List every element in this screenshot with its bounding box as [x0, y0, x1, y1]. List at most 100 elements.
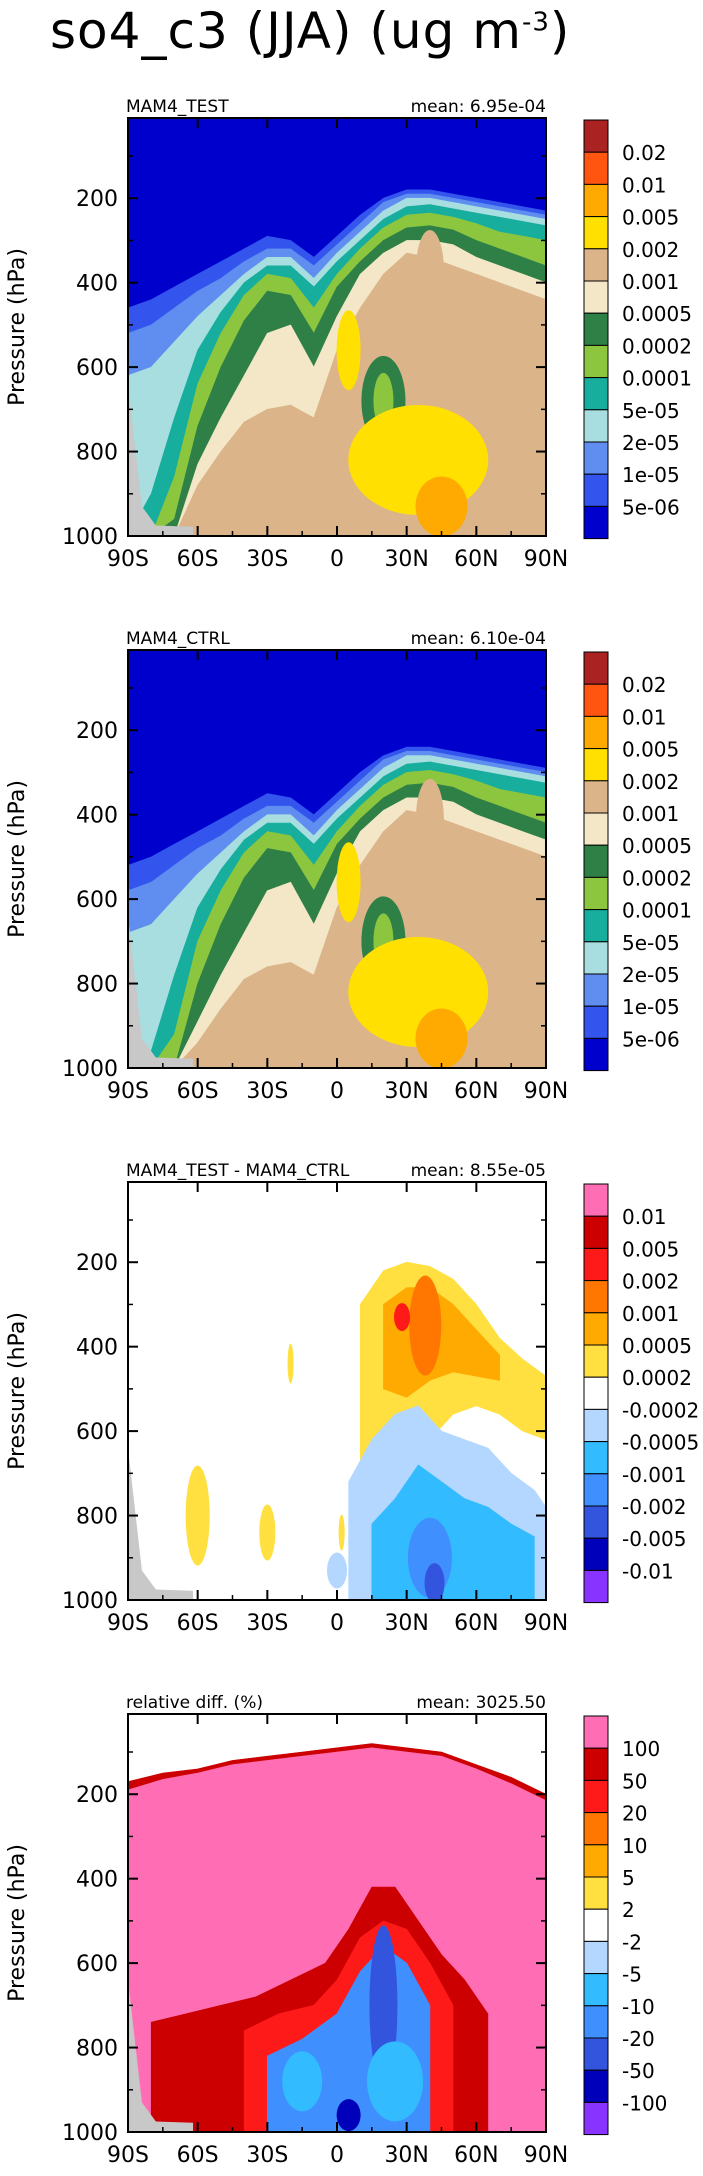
x-tick-label: 90S — [107, 1611, 149, 1636]
plot-frame — [127, 649, 547, 1069]
x-tick-label: 60S — [177, 2143, 219, 2168]
contour-cell — [336, 310, 361, 391]
colorbar-swatch — [583, 812, 609, 846]
colorbar-label: 0.01 — [622, 705, 667, 729]
contour-cell — [327, 1552, 347, 1589]
plot-frame — [127, 1181, 547, 1601]
colorbar-swatch — [583, 1376, 609, 1410]
panel-mean-label: mean: 8.55e-05 — [411, 1161, 546, 1181]
y-axis-label: Pressure (hPa) — [5, 1844, 30, 2002]
contour-cell — [424, 1563, 445, 1600]
colorbar-swatch — [583, 1247, 609, 1282]
colorbar-swatch — [583, 473, 609, 507]
y-tick-label: 1000 — [62, 1057, 118, 1082]
colorbar-swatch — [583, 2069, 609, 2103]
x-tick-label: 30N — [384, 2143, 428, 2168]
colorbar-label: 0.0002 — [622, 1366, 692, 1390]
colorbar-label: 5 — [622, 1866, 635, 1890]
x-tick-label: 90S — [107, 1079, 149, 1104]
x-tick-label: 30S — [246, 547, 288, 572]
colorbar-swatch — [583, 876, 609, 911]
colorbar-label: 5e-05 — [622, 399, 680, 423]
contour-cell — [415, 230, 444, 310]
colorbar-label: 0.0001 — [622, 367, 692, 391]
y-axis-label: Pressure (hPa) — [5, 248, 30, 406]
colorbar-swatch — [583, 151, 609, 185]
colorbar-label: 0.0005 — [622, 834, 692, 858]
panel-mean-label: mean: 6.10e-04 — [411, 629, 546, 649]
contour-cell — [282, 2051, 323, 2112]
colorbar-label: -50 — [622, 2059, 655, 2083]
colorbar-swatch — [583, 344, 609, 379]
colorbar-label: 5e-06 — [622, 495, 680, 519]
colorbar-swatch — [583, 1876, 609, 1910]
colorbar-label: 100 — [622, 1737, 660, 1761]
panel-left-label: MAM4_CTRL — [126, 629, 230, 649]
colorbar-swatch — [583, 1973, 609, 2007]
y-tick-label: 800 — [76, 1505, 118, 1530]
title-units-exponent: -3 — [521, 7, 550, 38]
panel-mam4-ctrl: MAM4_CTRL mean: 6.10e-04 Pressure (hPa) 200… — [0, 629, 703, 1112]
y-axis-label: Pressure (hPa) — [5, 780, 30, 938]
colorbar-swatch — [583, 651, 609, 685]
colorbar-label: 0.001 — [622, 1302, 679, 1326]
colorbar-swatch — [583, 1312, 609, 1346]
colorbar-swatch — [583, 780, 609, 814]
y-tick-label: 400 — [76, 272, 118, 297]
title-units: (ug m — [369, 2, 522, 60]
x-tick-label: 60S — [177, 1079, 219, 1104]
colorbar-label: -20 — [622, 2027, 655, 2051]
colorbar-label: 20 — [622, 1802, 647, 1826]
colorbar-label: 1e-05 — [622, 463, 680, 487]
topography-mask — [128, 384, 194, 536]
colorbar-swatch — [583, 2037, 609, 2071]
x-tick-label: 90N — [524, 2143, 568, 2168]
colorbar-swatch — [583, 409, 609, 443]
colorbar-swatch — [583, 1940, 609, 1975]
panel-mean-label: mean: 6.95e-04 — [411, 97, 546, 117]
y-tick-label: 600 — [76, 356, 118, 381]
colorbar-swatch — [583, 1473, 609, 1507]
colorbar-swatch — [583, 1408, 609, 1443]
colorbar-swatch — [583, 1441, 609, 1475]
x-tick-label: 0 — [330, 2143, 344, 2168]
colorbar-swatch — [583, 441, 609, 475]
colorbar-label: 0.005 — [622, 206, 679, 230]
x-tick-label: 60S — [177, 547, 219, 572]
colorbar-label: -0.002 — [622, 1495, 686, 1519]
colorbar-swatch — [583, 119, 609, 153]
contour-cell — [415, 778, 444, 859]
y-axis-label: Pressure (hPa) — [5, 1312, 30, 1470]
contour-cell — [367, 2041, 424, 2122]
colorbar-swatch — [583, 1215, 609, 1249]
x-tick-label: 30N — [384, 1611, 428, 1636]
contour-cell — [259, 1504, 276, 1561]
colorbar-swatch — [583, 1747, 609, 1781]
colorbar-label: 0.0005 — [622, 302, 692, 326]
x-tick-label: 30N — [384, 1079, 428, 1104]
contour-cell — [409, 1275, 442, 1376]
colorbar-swatch — [583, 1280, 609, 1314]
colorbar-swatch — [583, 2005, 609, 2039]
colorbar-label: 0.0002 — [622, 334, 692, 358]
colorbar-swatch — [583, 248, 609, 282]
y-tick-label: 200 — [76, 187, 118, 212]
x-tick-label: 0 — [330, 1079, 344, 1104]
colorbar-swatch — [583, 2101, 609, 2136]
contour-cell — [394, 1303, 411, 1332]
field-layer — [128, 118, 546, 536]
x-tick-label: 30N — [384, 547, 428, 572]
y-tick-label: 400 — [76, 804, 118, 829]
colorbar-swatch — [583, 377, 609, 411]
contour-cell — [287, 1343, 294, 1384]
colorbar-label: -100 — [622, 2091, 667, 2115]
colorbar-swatch — [583, 505, 609, 540]
panel-relative-difference: relative diff. (%) mean: 3025.50 Pressure … — [0, 1693, 703, 2176]
panel-left-label: MAM4_TEST - MAM4_CTRL — [126, 1161, 350, 1181]
colorbar-swatch — [583, 909, 609, 943]
x-tick-label: 90N — [524, 547, 568, 572]
colorbar-swatch — [583, 1537, 609, 1571]
field-layer — [128, 1714, 546, 2132]
colorbar-label: 0.0002 — [622, 866, 692, 890]
y-tick-label: 1000 — [62, 1589, 118, 1614]
